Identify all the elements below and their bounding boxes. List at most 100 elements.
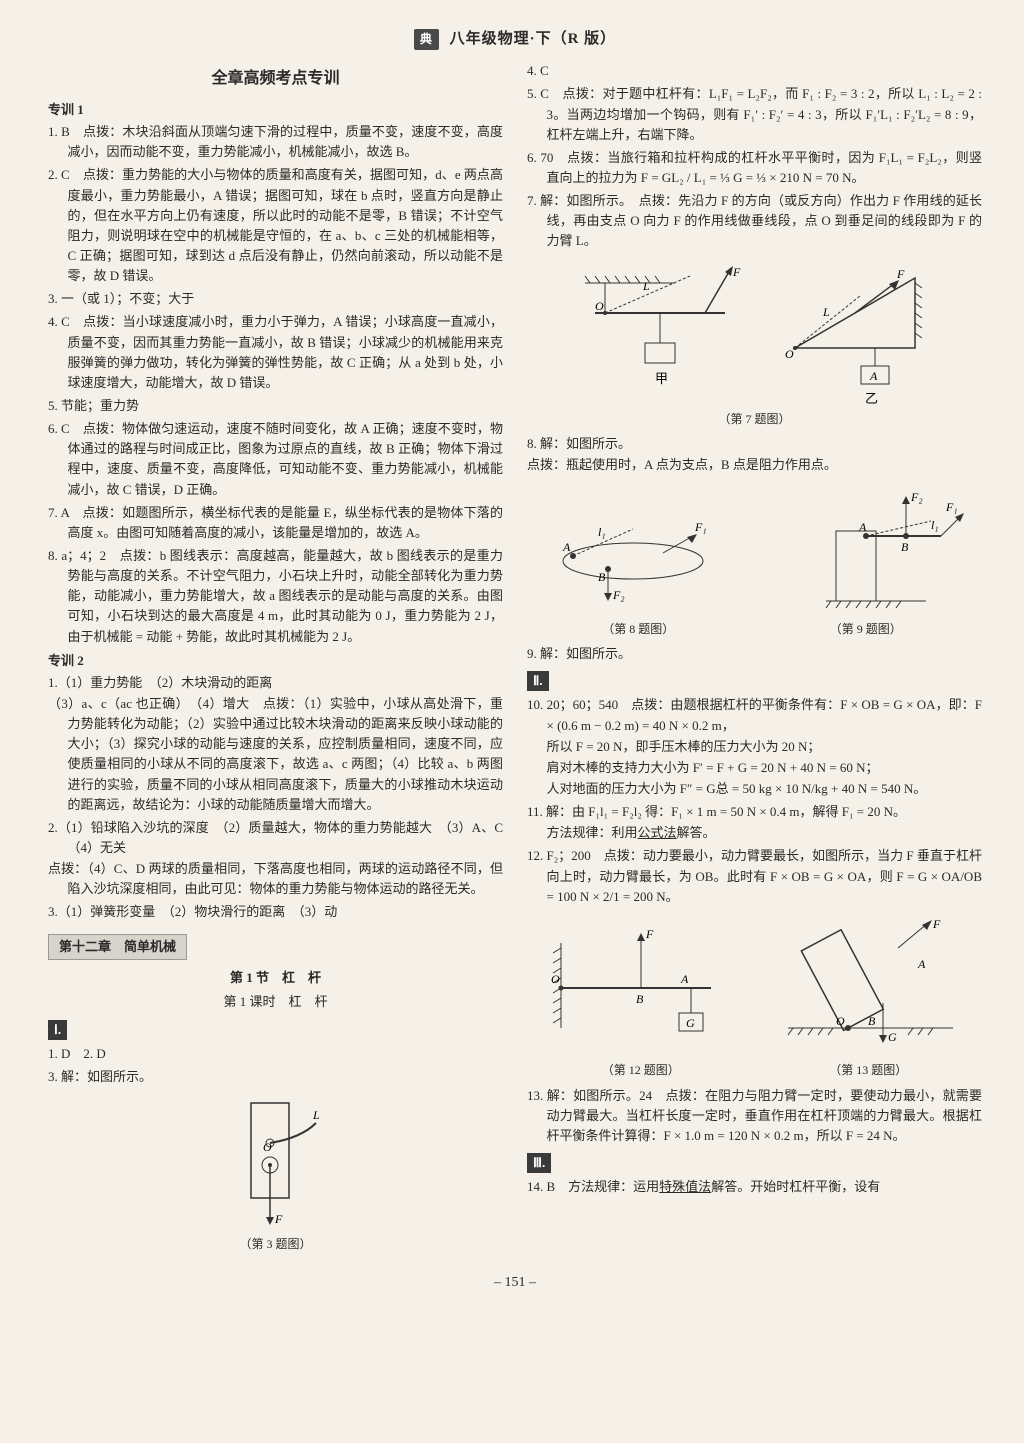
svg-text:F: F	[932, 917, 941, 931]
svg-text:O: O	[836, 1014, 845, 1028]
svg-text:O: O	[785, 347, 794, 361]
roman-3-icon: Ⅲ.	[527, 1153, 551, 1173]
svg-text:乙: 乙	[865, 391, 878, 406]
chapter-label: 第十二章 简单机械	[48, 934, 187, 960]
roman-1-icon: Ⅰ.	[48, 1020, 67, 1040]
underline-text: 特殊值法	[659, 1179, 711, 1194]
section-title: 全章高频考点专训	[48, 67, 503, 92]
svg-text:甲: 甲	[655, 371, 668, 386]
answer-item: 13. 解：如图所示。24 点拨：在阻力与阻力臂一定时，要使动力最小，就需要动力…	[527, 1086, 982, 1146]
roman-label: Ⅲ.	[527, 1149, 982, 1177]
answer-item: 8. 解：如图所示。	[527, 434, 982, 454]
svg-text:B: B	[901, 540, 909, 554]
chapter-box: 第十二章 简单机械	[48, 926, 503, 964]
figure-12-caption: （第 12 题图）	[541, 1061, 741, 1080]
roman-label: Ⅱ.	[527, 667, 982, 695]
method-prefix: 方法规律：利用	[547, 825, 638, 840]
section-heading: 第 1 节 杠 杆	[48, 968, 503, 988]
figure-8-svg: A l₁ F₁ B F₂	[543, 481, 733, 611]
svg-text:A: A	[562, 540, 571, 554]
page-number: – 151 –	[48, 1272, 982, 1294]
figure-13: O B A F G （第 13 题图）	[768, 913, 968, 1080]
method-suffix: 解答。	[677, 825, 716, 840]
answer-item: （3）a、c（ac 也正确） （4）增大 点拨：（1）实验中，小球从高处滑下，重…	[48, 694, 503, 815]
underline-text: 公式法	[638, 825, 677, 840]
logo-badge: 典	[414, 29, 439, 50]
page-root: 典 八年级物理·下（R 版） 全章高频考点专训 专训 1 1. B 点拨：木块沿…	[0, 0, 1024, 1314]
figure-13-caption: （第 13 题图）	[768, 1061, 968, 1080]
svg-text:F: F	[896, 267, 905, 281]
figure-9-svg: A B F₂ l₁ F₁	[766, 481, 966, 611]
answer-item: 1.（1）重力势能 （2）木块滑动的距离	[48, 673, 503, 693]
svg-text:L: L	[312, 1108, 320, 1122]
figure-3-svg: O L F	[221, 1093, 331, 1233]
answer-item: 10. 20；60；540 点拨：由题根据杠杆的平衡条件有：F × OB = G…	[527, 695, 982, 735]
svg-text:l₁: l₁	[598, 525, 606, 539]
answer-item: 6. C 点拨：物体做匀速运动，速度不随时间变化，故 A 正确；速度不变时，物体…	[48, 419, 503, 500]
svg-text:B: B	[636, 992, 644, 1006]
subsection-heading: 第 1 课时 杠 杆	[48, 992, 503, 1012]
figure-3-caption: （第 3 题图）	[48, 1235, 503, 1254]
answer-item: 5. C 点拨：对于题中杠杆有：L₁F₁ = L₂F₂，而 F₁ : F₂ = …	[527, 84, 982, 144]
answer-item: 5. 节能；重力势	[48, 396, 503, 416]
answer-item: 6. 70 点拨：当旅行箱和拉杆构成的杠杆水平平衡时，因为 F₁L₁ = F₂L…	[527, 148, 982, 188]
figure-8: A l₁ F₁ B F₂ （第 8 题图）	[543, 481, 733, 638]
answer-item: 点拨：瓶起使用时，A 点为支点，B 点是阻力作用点。	[527, 455, 982, 475]
svg-text:B: B	[598, 570, 606, 584]
answer-line: 所以 F = 20 N，即手压木棒的压力大小为 20 N；	[527, 737, 982, 757]
svg-text:G: G	[686, 1016, 695, 1030]
svg-text:F₂: F₂	[910, 490, 923, 504]
answer-item: 7. 解：如图所示。 点拨：先沿力 F 的方向（或反方向）作出力 F 作用线的延…	[527, 191, 982, 251]
answer-item: 1. D 2. D	[48, 1044, 503, 1064]
figure-9-caption: （第 9 题图）	[766, 620, 966, 639]
r14-prefix: 14. B 方法规律：运用	[527, 1179, 659, 1194]
header-title: 八年级物理·下（R 版）	[450, 31, 617, 47]
figure-3: O L F （第 3 题图）	[48, 1093, 503, 1254]
svg-text:A: A	[858, 520, 867, 534]
svg-text:F: F	[274, 1212, 283, 1226]
figure-9: A B F₂ l₁ F₁ （第 9 题图）	[766, 481, 966, 638]
answer-item: 1. B 点拨：木块沿斜面从顶端匀速下滑的过程中，质量不变，速度不变，高度减小，…	[48, 122, 503, 162]
r14-suffix: 解答。开始时杠杆平衡，设有	[711, 1179, 880, 1194]
svg-text:G: G	[888, 1030, 897, 1044]
answer-line: 方法规律：利用公式法解答。	[527, 823, 982, 843]
figure-12-svg: O A B F G	[541, 913, 741, 1053]
subhead-k1: 专训 1	[48, 100, 503, 120]
figure-7-svg: O L F 甲	[565, 258, 945, 408]
answer-item: 9. 解：如图所示。	[527, 644, 982, 664]
svg-text:O: O	[551, 972, 560, 986]
answer-item: 8. a；4；2 点拨：b 图线表示：高度越高，能量越大，故 b 图线表示的是重…	[48, 546, 503, 647]
answer-item: 7. A 点拨：如题图所示，横坐标代表的是能量 E，纵坐标代表的是物体下落的高度…	[48, 503, 503, 543]
two-column-layout: 全章高频考点专训 专训 1 1. B 点拨：木块沿斜面从顶端匀速下滑的过程中，质…	[48, 61, 982, 1260]
figure-12-13-row: O A B F G （第 12 题图）	[527, 913, 982, 1080]
figure-7: O L F 甲	[527, 258, 982, 429]
page-header: 典 八年级物理·下（R 版）	[48, 28, 982, 51]
svg-text:A: A	[917, 957, 926, 971]
svg-text:F: F	[645, 927, 654, 941]
left-column: 全章高频考点专训 专训 1 1. B 点拨：木块沿斜面从顶端匀速下滑的过程中，质…	[48, 61, 503, 1260]
answer-item: 2. C 点拨：重力势能的大小与物体的质量和高度有关，据图可知，d、e 两点高度…	[48, 165, 503, 286]
answer-item: 点拨：（4）C、D 两球的质量相同，下落高度也相同，两球的运动路径不同，但陷入沙…	[48, 859, 503, 899]
answer-item: 3.（1）弹簧形变量 （2）物块滑行的距离 （3）动	[48, 902, 503, 922]
answer-item: 11. 解：由 F₁l₁ = F₂l₂ 得：F₁ × 1 m = 50 N × …	[527, 802, 982, 822]
answer-item: 3. 一（或 1）；不变；大于	[48, 289, 503, 309]
answer-item: 4. C 点拨：当小球速度减小时，重力小于弹力，A 错误；小球高度一直减小，质量…	[48, 312, 503, 393]
svg-text:F: F	[732, 265, 741, 279]
answer-item: 12. F₂；200 点拨：动力要最小，动力臂要最长，如图所示，当力 F 垂直于…	[527, 846, 982, 906]
figure-8-9-row: A l₁ F₁ B F₂ （第 8 题图）	[527, 481, 982, 638]
svg-text:F₂: F₂	[612, 588, 625, 602]
svg-text:F₁: F₁	[945, 500, 958, 514]
answer-item: 14. B 方法规律：运用特殊值法解答。开始时杠杆平衡，设有	[527, 1177, 982, 1197]
answer-line: 人对地面的压力大小为 F″ = G总 = 50 kg × 10 N/kg + 4…	[527, 779, 982, 799]
svg-text:O: O	[595, 299, 604, 313]
figure-12: O A B F G （第 12 题图）	[541, 913, 741, 1080]
figure-8-caption: （第 8 题图）	[543, 620, 733, 639]
svg-text:F₁: F₁	[694, 520, 707, 534]
svg-text:A: A	[680, 972, 689, 986]
roman-label: Ⅰ.	[48, 1016, 503, 1044]
answer-item: 2.（1）铅球陷入沙坑的深度 （2）质量越大，物体的重力势能越大 （3）A、C …	[48, 818, 503, 858]
figure-13-svg: O B A F G	[768, 913, 968, 1053]
answer-item: 3. 解：如图所示。	[48, 1067, 503, 1087]
answer-item: 4. C	[527, 61, 982, 81]
svg-text:A: A	[869, 369, 878, 383]
